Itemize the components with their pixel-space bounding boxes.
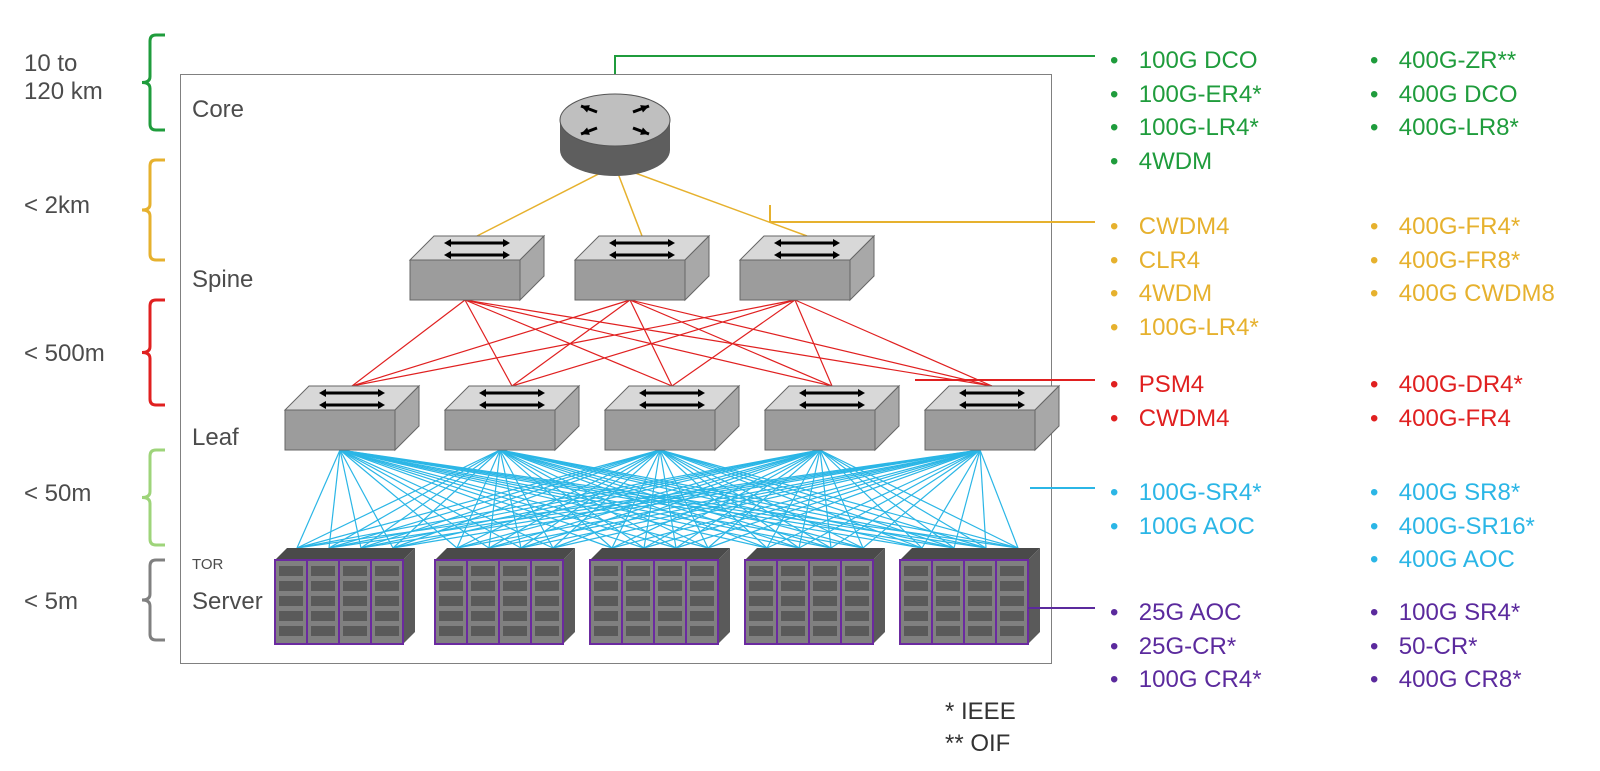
standards-item: 100G-ER4* xyxy=(1110,78,1262,112)
standards-column: CWDM4CLR44WDM100G-LR4* xyxy=(1110,210,1259,344)
standards-item: 400G-LR8* xyxy=(1370,111,1519,145)
standards-item: 25G-CR* xyxy=(1110,630,1262,664)
footnote: * IEEE xyxy=(945,698,1016,726)
layer-label-tor: TOR xyxy=(192,556,223,573)
standards-item: 400G-SR16* xyxy=(1370,510,1535,544)
standards-column: 400G-DR4*400G-FR4 xyxy=(1370,368,1523,435)
standards-column: 400G SR8*400G-SR16*400G AOC xyxy=(1370,476,1535,577)
standards-item: 400G DCO xyxy=(1370,78,1519,112)
standards-item: 400G CWDM8 xyxy=(1370,277,1555,311)
standards-column: 400G-ZR**400G DCO400G-LR8* xyxy=(1370,44,1519,145)
standards-item: PSM4 xyxy=(1110,368,1229,402)
standards-item: 100G-SR4* xyxy=(1110,476,1262,510)
standards-item: 400G-FR4 xyxy=(1370,402,1523,436)
standards-item: 100G-LR4* xyxy=(1110,311,1259,345)
standards-column: 25G AOC25G-CR*100G CR4* xyxy=(1110,596,1262,697)
distance-label: < 500m xyxy=(24,340,105,368)
distance-label: < 2km xyxy=(24,192,90,220)
standards-column: 100G SR4*50-CR*400G CR8* xyxy=(1370,596,1522,697)
standards-item: 100G AOC xyxy=(1110,510,1262,544)
standards-item: 400G AOC xyxy=(1370,543,1535,577)
distance-label: < 5m xyxy=(24,588,78,616)
diagram-root: { "colors": { "green": "#1f9c3c", "yello… xyxy=(0,0,1600,771)
standards-item: 400G SR8* xyxy=(1370,476,1535,510)
diagram-frame xyxy=(180,74,1052,664)
standards-item: CWDM4 xyxy=(1110,210,1259,244)
standards-item: CLR4 xyxy=(1110,244,1259,278)
layer-label-leaf: Leaf xyxy=(192,424,239,452)
standards-column: 100G DCO100G-ER4*100G-LR4*4WDM xyxy=(1110,44,1262,178)
standards-item: 4WDM xyxy=(1110,145,1262,179)
standards-item: 50-CR* xyxy=(1370,630,1522,664)
layer-label-core: Core xyxy=(192,96,244,124)
standards-item: 4WDM xyxy=(1110,277,1259,311)
layer-label-server: Server xyxy=(192,588,263,616)
standards-column: PSM4CWDM4 xyxy=(1110,368,1229,435)
layer-label-spine: Spine xyxy=(192,266,253,294)
footnote: ** OIF xyxy=(945,730,1010,758)
standards-item: 400G CR8* xyxy=(1370,663,1522,697)
standards-item: 400G-FR8* xyxy=(1370,244,1555,278)
standards-item: 100G CR4* xyxy=(1110,663,1262,697)
standards-item: 100G SR4* xyxy=(1370,596,1522,630)
standards-item: 100G DCO xyxy=(1110,44,1262,78)
standards-column: 100G-SR4*100G AOC xyxy=(1110,476,1262,543)
standards-item: 25G AOC xyxy=(1110,596,1262,630)
distance-label: 10 to120 km xyxy=(24,50,103,106)
standards-item: CWDM4 xyxy=(1110,402,1229,436)
standards-item: 400G-DR4* xyxy=(1370,368,1523,402)
distance-label: < 50m xyxy=(24,480,91,508)
standards-item: 400G-FR4* xyxy=(1370,210,1555,244)
standards-item: 400G-ZR** xyxy=(1370,44,1519,78)
standards-item: 100G-LR4* xyxy=(1110,111,1262,145)
standards-column: 400G-FR4*400G-FR8*400G CWDM8 xyxy=(1370,210,1555,311)
